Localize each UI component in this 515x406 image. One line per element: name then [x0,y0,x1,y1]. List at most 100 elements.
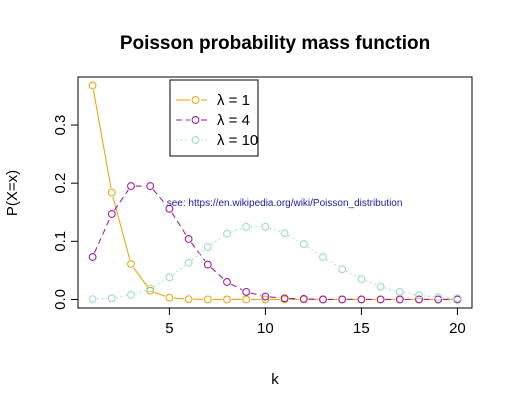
data-point [165,273,174,282]
data-point [203,260,212,269]
y-axis-title: P(X=x) [4,170,21,216]
data-point [395,287,404,296]
data-point [261,222,270,231]
x-tick-label: 5 [165,320,173,337]
y-tick-label: 0.3 [52,115,69,136]
data-point [376,282,385,291]
legend-label: λ = 4 [217,112,250,129]
data-point [127,260,135,268]
data-point [376,295,385,304]
series-line-segment [173,297,185,300]
data-point [107,294,116,303]
data-point [203,295,212,304]
series-line-segment [230,283,243,291]
legend-box [169,79,259,157]
data-point [223,295,231,304]
series-line-segment [135,289,147,294]
data-point [88,253,97,261]
data-point [184,295,193,304]
y-tick-label: 0.0 [52,289,69,310]
series-line-segment [152,189,167,206]
data-point [184,258,193,267]
data-point [395,295,404,304]
legend: λ = 1 λ = 4 λ = 10 [169,79,259,157]
series-line-segment [211,235,224,245]
data-point [165,204,174,213]
series-line-segment [210,267,224,280]
legend-item: λ = 10 [176,132,258,149]
x-axis-title: k [271,371,279,388]
legend-marker [191,96,200,104]
series-line-segment [112,196,131,260]
data-point [434,295,443,304]
data-point [434,293,443,302]
x-tick-label: 10 [257,320,274,337]
data-point [453,294,462,303]
series-1 [88,81,462,304]
chart-title: Poisson probability mass function [120,33,430,54]
series-line-segment [346,270,358,278]
series-line-segment [133,267,148,288]
data-point [146,284,155,293]
series-line-segment [231,227,243,233]
legend-item: λ = 1 [176,92,250,109]
series-line-segment [154,291,166,297]
y-tick-label: 0.2 [52,173,69,194]
data-point [299,240,308,249]
series-line-segment [171,212,187,236]
series-line-segment [113,189,129,211]
x-tick-label: 20 [449,320,466,337]
data-point [127,182,135,191]
data-point [88,295,97,304]
series-line-segment [404,292,415,296]
x-tick-label: 15 [353,320,370,337]
data-point [357,275,366,284]
data-point [107,210,116,218]
legend-label: λ = 1 [217,92,250,109]
series-3 [88,222,462,304]
series-2 [88,182,462,304]
legend-label: λ = 10 [217,132,258,149]
legend-item: λ = 4 [176,112,250,129]
data-point [415,291,423,300]
series-line-segment [250,292,262,296]
y-axis: 0.0 0.1 0.2 0.3 [52,115,79,310]
series-line-segment [93,217,111,254]
series-line-segment [92,89,112,189]
data-point [107,188,116,197]
data-point [338,295,347,304]
data-point [299,294,308,303]
series-line-segment [269,296,281,299]
data-point [280,294,289,303]
chart-annotation: see: https://en.wikipedia.org/wiki/Poiss… [167,198,403,209]
legend-marker [191,136,200,144]
series-line-segment [288,234,301,243]
series-line-segment [153,279,166,287]
y-tick-label: 0.1 [52,231,69,252]
series-line-segment [326,259,339,268]
series-line-segment [172,265,186,276]
series-line-segment [116,295,127,299]
x-axis: 5 10 15 20 [165,307,466,337]
series-line-segment [423,295,434,298]
data-point [357,295,366,304]
series-line-segment [384,287,396,292]
series-line-segment [307,246,320,255]
series-line-segment [190,242,206,262]
data-point [184,235,193,243]
data-point [242,222,251,231]
data-point [242,287,251,296]
data-point [338,265,347,274]
data-point [242,295,251,304]
legend-marker [191,116,200,124]
data-point [261,292,270,301]
data-point [261,295,270,304]
series-line-segment [442,296,453,299]
data-point [88,81,97,90]
data-point [280,229,289,238]
series-layer [88,81,462,304]
data-point [146,182,155,191]
data-point [319,295,327,304]
data-point [165,293,174,302]
